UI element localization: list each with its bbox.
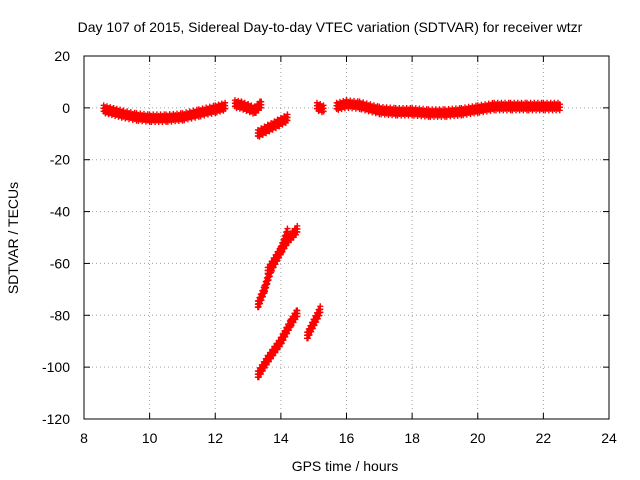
data-point (316, 312, 323, 319)
y-tick-label: -80 (50, 307, 70, 323)
y-tick-labels: -120 -100 -80 -60 -40 -20 0 20 (42, 48, 70, 427)
data-point (261, 364, 268, 371)
data-point (278, 340, 285, 347)
data-point (308, 328, 315, 335)
data-point (265, 358, 272, 365)
data-point (258, 104, 265, 111)
data-point (258, 297, 265, 304)
chart-title: Day 107 of 2015, Sidereal Day-to-day VTE… (78, 19, 583, 35)
data-point (270, 352, 277, 359)
series-arc-9 (304, 303, 324, 342)
data-point (272, 349, 279, 356)
data-point (222, 105, 229, 112)
data-point (259, 367, 266, 374)
x-tick-label: 24 (601, 430, 617, 446)
data-point (556, 107, 563, 114)
data-point (255, 303, 262, 310)
x-tick-label: 22 (536, 430, 552, 446)
y-tick-label: -40 (50, 204, 70, 220)
data-point (304, 335, 311, 342)
x-tick-label: 16 (339, 430, 355, 446)
x-tick-label: 10 (142, 430, 158, 446)
data-point (274, 346, 281, 353)
data-point (257, 300, 264, 307)
series-arc-4 (313, 99, 327, 116)
axis-ticks (83, 55, 610, 420)
data-point (284, 117, 291, 124)
data-point (269, 264, 276, 271)
series-arc-5 (333, 97, 563, 120)
data-point (273, 258, 280, 265)
data-point (306, 331, 313, 338)
data-point (280, 337, 287, 344)
data-point (282, 333, 289, 340)
data-point (276, 343, 283, 350)
data-series (100, 97, 563, 381)
data-point (309, 325, 316, 332)
data-point (281, 245, 288, 252)
data-point (255, 374, 262, 381)
data-point (271, 261, 278, 268)
data-point (294, 228, 301, 235)
y-axis-label: SDTVAR / TECUs (5, 182, 21, 294)
x-tick-label: 12 (207, 430, 223, 446)
data-point (293, 231, 300, 238)
data-point (263, 361, 270, 368)
data-point (317, 309, 324, 316)
data-point (313, 319, 320, 326)
x-axis-label: GPS time / hours (292, 458, 399, 474)
y-tick-label: -120 (42, 411, 70, 427)
x-tick-label: 18 (404, 430, 420, 446)
data-point (265, 270, 272, 277)
y-tick-label: -100 (42, 359, 70, 375)
y-tick-label: 0 (62, 100, 70, 116)
data-point (311, 322, 318, 329)
data-point (275, 254, 282, 261)
data-point (260, 293, 267, 300)
data-point (314, 315, 321, 322)
y-tick-label: -60 (50, 255, 70, 271)
y-tick-label: -20 (50, 152, 70, 168)
x-tick-label: 14 (273, 430, 289, 446)
data-point (320, 108, 327, 115)
data-point (277, 251, 284, 258)
y-tick-label: 20 (54, 48, 70, 64)
data-point (285, 327, 292, 334)
data-point (279, 248, 286, 255)
data-point (268, 355, 275, 362)
data-point (284, 330, 291, 337)
x-tick-label: 8 (80, 430, 88, 446)
x-tick-label: 20 (470, 430, 486, 446)
series-arc-7 (264, 222, 301, 277)
series-arc-2 (231, 97, 265, 117)
series-arc-8 (254, 307, 301, 381)
series-arc-3 (254, 111, 291, 140)
series-arc-1 (100, 99, 229, 126)
data-point (257, 371, 264, 378)
data-point (294, 313, 301, 320)
x-tick-labels: 8 10 12 14 16 18 20 22 24 (80, 430, 617, 446)
data-point (267, 267, 274, 274)
